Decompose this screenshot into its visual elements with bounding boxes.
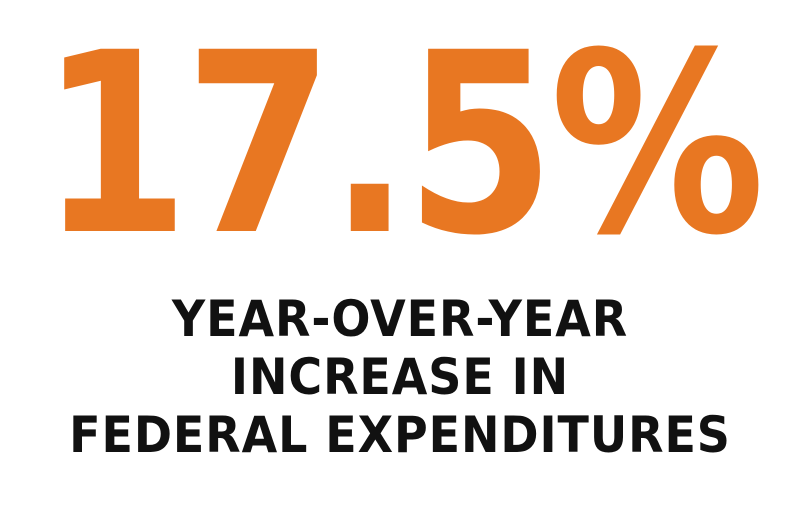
caption-line-3: FEDERAL EXPENDITURES	[69, 406, 731, 464]
caption-line-2: INCREASE IN	[230, 348, 570, 406]
stat-caption: YEAR-OVER-YEAR INCREASE IN FEDERAL EXPEN…	[0, 290, 800, 464]
caption-line-1: YEAR-OVER-YEAR	[171, 290, 629, 348]
stat-value: 17.5%	[39, 0, 765, 290]
